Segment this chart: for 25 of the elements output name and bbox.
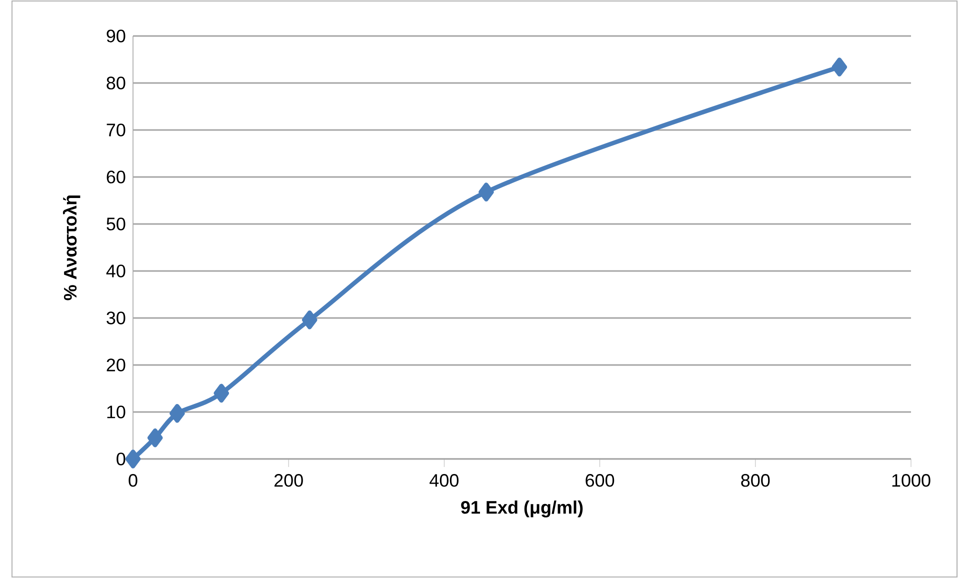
x-tick-label: 200 [274,474,303,487]
x-tick-label: 400 [430,474,459,487]
point [125,450,141,468]
y-tick-label: 70 [106,124,126,136]
point [148,428,163,448]
y-tick-label: 40 [106,264,126,278]
y-tick-label: 20 [106,358,126,372]
x-axis-title: 91 Exd (μg/ml) [461,500,583,518]
y-axis-title: % Αναστολή [62,195,80,300]
x-tick-label: 0 [128,474,138,487]
point [170,404,185,423]
y-tick-label: 60 [106,170,126,184]
x-tick-label: 600 [586,474,614,487]
y-tick-label: 50 [106,218,126,230]
point [478,182,494,202]
x-tick-label: 800 [741,474,770,487]
y-tick-label: 10 [107,406,126,418]
y-tick-label: 30 [106,312,126,324]
y-tick-label: 90 [106,30,126,42]
point [302,310,318,330]
y-tick-label: 0 [116,452,126,466]
x-tick-label: 1000 [892,474,930,487]
y-tick-label: 80 [106,76,126,90]
point [214,384,229,403]
point [832,58,848,76]
